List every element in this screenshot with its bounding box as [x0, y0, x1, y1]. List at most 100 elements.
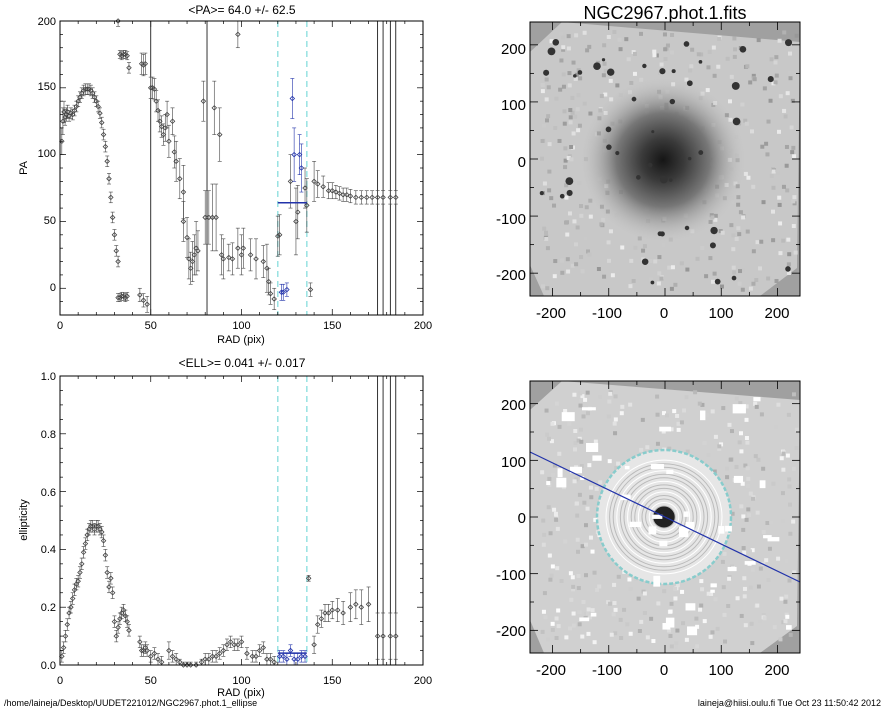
- pa-marker-3: [62, 114, 68, 120]
- noise2-pixel-251: [544, 408, 549, 413]
- star-37: [539, 191, 544, 196]
- noise2-pixel-276: [767, 546, 772, 551]
- pa-point-64: [169, 107, 176, 135]
- noise-pixel-122: [562, 121, 567, 126]
- noise2-pixel-182: [784, 612, 789, 617]
- noise-pixel-344: [663, 57, 668, 62]
- noise-pixel-239: [732, 54, 737, 59]
- star-4: [642, 63, 647, 69]
- isophote-ring-15: [605, 459, 723, 575]
- noise2-pixel-190: [695, 644, 700, 649]
- noise-pixel-401: [545, 286, 550, 291]
- star-10: [687, 156, 692, 161]
- noise-pixel-418: [579, 204, 584, 209]
- masked-patch-17: [727, 566, 737, 572]
- star-20: [577, 70, 583, 75]
- ell-point-66: [238, 635, 245, 648]
- ell-point-37: [126, 624, 132, 637]
- ell-marker-72: [264, 656, 270, 662]
- noise-pixel-63: [653, 259, 658, 264]
- noise2-pixel-36: [649, 616, 654, 621]
- ell-point-29: [111, 615, 118, 628]
- noise-pixel-119: [602, 61, 607, 66]
- pa-xtick-1: 50: [145, 320, 157, 332]
- ell-point-30: [113, 630, 120, 643]
- noise2-pixel-41: [571, 611, 576, 616]
- pa-marker-74: [193, 245, 199, 251]
- noise2-pixel-387: [585, 611, 590, 616]
- pa-ylabel: PA: [18, 160, 30, 175]
- noise-pixel-140: [786, 237, 791, 242]
- star-43: [657, 231, 663, 237]
- pa-marker-86: [226, 254, 232, 261]
- ell-point-10: [77, 566, 83, 579]
- noise-pixel-112: [582, 30, 587, 35]
- pa-point-50: [137, 287, 143, 302]
- pa-point-131: [393, 190, 399, 205]
- noise2-pixel-377: [579, 439, 584, 444]
- pa-marker-119: [333, 189, 339, 195]
- noise-pixel-380: [791, 224, 796, 229]
- ell-marker-16: [88, 523, 94, 530]
- noise-pixel-325: [673, 282, 678, 287]
- noise2-pixel-305: [577, 622, 582, 627]
- noise-pixel-199: [755, 240, 760, 245]
- noise-pixel-211: [762, 86, 767, 91]
- pa-point-107: [293, 187, 299, 256]
- noise2-pixel-90: [586, 607, 591, 612]
- pa-ytick-4: 200: [38, 16, 56, 28]
- noise-pixel-27: [546, 114, 551, 119]
- noise-pixel-285: [771, 169, 776, 174]
- isophote-ring-3: [648, 501, 680, 533]
- noise-pixel-194: [564, 195, 569, 200]
- pa-point-106: [291, 127, 297, 182]
- noise2-pixel-384: [706, 591, 711, 596]
- noise-pixel-168: [782, 30, 787, 35]
- noise2-pixel-408: [608, 601, 613, 606]
- noise-pixel-155: [794, 33, 799, 38]
- noise-pixel-178: [601, 73, 606, 78]
- pa-marker-58: [157, 118, 163, 124]
- star-44: [659, 175, 668, 184]
- noise-pixel-384: [787, 252, 792, 257]
- star-24: [683, 41, 690, 47]
- noise2-pixel-122: [549, 573, 554, 578]
- noise-pixel-381: [717, 36, 722, 41]
- noise2-pixel-147: [636, 596, 641, 601]
- ell-marker-40: [140, 647, 147, 654]
- noise-pixel-43: [574, 72, 579, 77]
- noise-pixel-260: [704, 274, 709, 279]
- ell-ytick-0: 0.0: [41, 660, 56, 672]
- pa-point-71: [187, 251, 194, 285]
- pa-marker-53: [147, 85, 154, 91]
- star-15: [650, 280, 655, 285]
- noise2-pixel-339: [612, 421, 617, 426]
- star-18: [686, 80, 693, 87]
- noise2-pixel-235: [666, 628, 671, 633]
- noise-pixel-249: [792, 154, 797, 159]
- noise-pixel-169: [620, 245, 625, 250]
- noise2-pixel-253: [614, 466, 619, 471]
- ell-xtick-1: 50: [145, 675, 157, 687]
- noise2-pixel-68: [612, 582, 617, 587]
- ell-ticks: [59, 375, 424, 666]
- ell-marker-10: [77, 569, 83, 576]
- noise-pixel-7: [552, 274, 557, 279]
- noise2-pixel-34: [684, 395, 689, 400]
- star-35: [606, 144, 612, 150]
- pa-marker-88: [235, 245, 241, 251]
- pa-marker-33: [115, 258, 121, 265]
- pa-ytick-0: 0: [50, 282, 56, 294]
- pa-point-45: [124, 51, 130, 61]
- noise2-pixel-107: [541, 518, 546, 523]
- pa-point-114: [311, 161, 317, 202]
- noise-pixel-337: [553, 259, 558, 264]
- noise-pixel-70: [599, 222, 604, 227]
- noise2-pixel-344: [597, 584, 602, 589]
- noise-pixel-98: [732, 270, 737, 275]
- ell-solid-lines: [377, 376, 397, 665]
- img2-xtick-0: -200: [536, 662, 566, 679]
- isophote-ring-12: [616, 470, 712, 564]
- noise-pixel-389: [608, 78, 613, 83]
- noise-pixel-101: [602, 43, 607, 48]
